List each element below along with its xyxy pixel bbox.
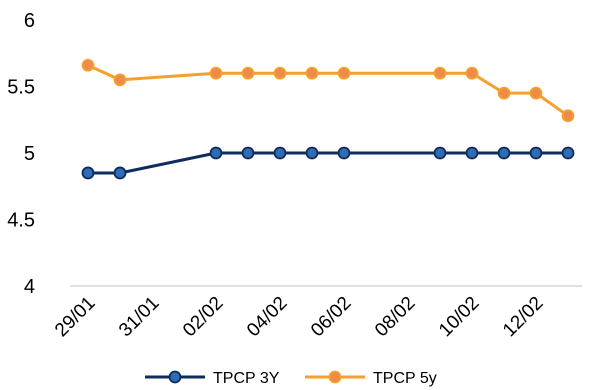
x-tick-label: 10/02 — [435, 293, 483, 341]
data-point — [465, 66, 479, 80]
data-point — [337, 146, 351, 160]
legend-label: TPCP 5y — [373, 370, 437, 387]
x-tick-label: 04/02 — [243, 293, 291, 341]
y-tick-label: 5.5 — [7, 77, 35, 99]
x-tick-label: 29/01 — [51, 293, 99, 341]
data-point — [337, 66, 351, 80]
legend-item: TPCP 5y — [305, 370, 437, 387]
legend-swatch-marker — [168, 370, 182, 384]
data-point — [561, 109, 575, 123]
x-tick-label: 02/02 — [179, 293, 227, 341]
x-tick-label: 12/02 — [499, 293, 547, 341]
y-tick-label: 6 — [24, 10, 35, 32]
x-tick-labels: 29/01 31/01 02/02 04/02 06/02 08/02 10/02 12/02 — [51, 293, 547, 341]
data-point — [113, 73, 127, 87]
y-tick-label: 4.5 — [7, 210, 35, 232]
data-point — [561, 146, 575, 160]
x-tick-label: 08/02 — [371, 293, 419, 341]
data-point — [305, 146, 319, 160]
data-point — [273, 66, 287, 80]
series-tpcp-3y — [81, 146, 575, 180]
x-tick-label: 31/01 — [115, 293, 163, 341]
y-tick-label: 4 — [24, 276, 35, 298]
data-point — [209, 146, 223, 160]
data-point — [529, 146, 543, 160]
data-point — [81, 58, 95, 72]
series-line — [87, 63, 569, 118]
data-point — [497, 146, 511, 160]
data-point — [241, 146, 255, 160]
legend-label: TPCP 3Y — [213, 370, 280, 387]
data-point — [305, 66, 319, 80]
data-point — [209, 66, 223, 80]
data-point — [113, 166, 127, 180]
legend-swatch-marker — [328, 370, 342, 384]
data-point — [529, 86, 543, 100]
data-point — [497, 86, 511, 100]
legend: TPCP 3Y TPCP 5y — [145, 370, 437, 387]
legend-item: TPCP 3Y — [145, 370, 280, 387]
data-point — [273, 146, 287, 160]
data-point — [433, 66, 447, 80]
x-tick-label: 06/02 — [307, 293, 355, 341]
y-tick-labels: 4 4.5 5 5.5 6 — [7, 10, 35, 298]
series-line — [88, 151, 568, 175]
data-point — [465, 146, 479, 160]
series-tpcp-5y — [81, 58, 575, 123]
series-layer — [81, 58, 575, 180]
data-point — [433, 146, 447, 160]
data-point — [241, 66, 255, 80]
y-tick-label: 5 — [24, 143, 35, 165]
data-point — [81, 166, 95, 180]
